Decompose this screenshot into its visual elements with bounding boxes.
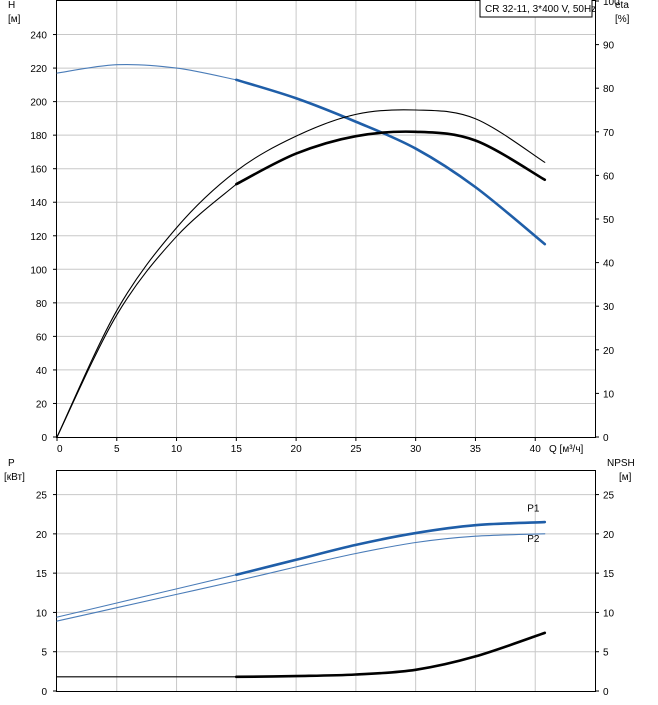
x-tick-label: 40: [530, 444, 542, 455]
right-tick-label: 60: [603, 171, 615, 182]
left-tick-label: 0: [41, 687, 47, 698]
left-tick-label: 140: [30, 198, 47, 209]
series-line-left-thin: [56, 63, 237, 81]
right-tick-label: 50: [603, 215, 615, 226]
eta-axis-label: eta: [615, 0, 629, 11]
left-tick-label: 180: [30, 131, 47, 142]
x-tick-label: 35: [470, 444, 482, 455]
left-tick-label: 100: [30, 265, 47, 276]
left-tick-label: 20: [36, 530, 48, 541]
eta-axis-unit: [%]: [615, 14, 630, 25]
head-axis-label: H: [8, 0, 15, 11]
right-tick-label: 20: [603, 346, 615, 357]
power-axis-label: P: [8, 458, 15, 469]
left-tick-label: 10: [36, 608, 48, 619]
series-line-p2-left-thin: [56, 533, 546, 622]
left-tick-label: 200: [30, 98, 47, 109]
power-axis-unit: [кВт]: [4, 472, 25, 483]
series-line-right-thick: [235, 631, 547, 679]
bottom-grid: [57, 471, 595, 691]
series-label-p2: P2: [527, 534, 540, 545]
right-tick-label: 10: [603, 389, 615, 400]
head-axis-unit: [м]: [8, 14, 21, 25]
x-tick-label: 15: [231, 444, 243, 455]
left-tick-label: 160: [30, 165, 47, 176]
x-tick-label: 30: [410, 444, 422, 455]
left-tick-label: 5: [41, 648, 47, 659]
npsh-axis-unit: [м]: [619, 472, 632, 483]
x-tick-label: 20: [291, 444, 303, 455]
npsh-axis-label: NPSH: [607, 458, 635, 469]
top-series-group: [56, 63, 547, 438]
bottom-left-axis-ticks: 0 5 10 15 20 25: [36, 491, 57, 698]
series-label-p1: P1: [527, 503, 540, 514]
right-tick-label: 0: [603, 687, 609, 698]
left-tick-label: 60: [36, 332, 48, 343]
bottom-right-axis-ticks: 0 5 10 15 20 25: [595, 491, 615, 698]
right-tick-label: 10: [603, 608, 615, 619]
right-tick-label: 20: [603, 530, 615, 541]
pump-label: CR 32-11, 3*400 V, 50Hz: [485, 4, 596, 15]
right-tick-label: 30: [603, 302, 615, 313]
left-tick-label: 15: [36, 569, 48, 580]
x-tick-label: 0: [57, 444, 63, 455]
x-tick-label: 25: [350, 444, 362, 455]
left-tick-label: 220: [30, 64, 47, 75]
x-axis-label: Q [м³/ч]: [549, 444, 584, 455]
left-tick-label: 25: [36, 491, 48, 502]
right-tick-label: 15: [603, 569, 615, 580]
left-tick-label: 80: [36, 299, 48, 310]
right-tick-label: 80: [603, 84, 615, 95]
left-tick-label: 40: [36, 366, 48, 377]
bottom-series-labels: P1 P2: [527, 503, 540, 545]
pump-label-box: [479, 0, 593, 18]
series-line-right-thick: [235, 130, 547, 186]
top-right-axis-ticks: 0 10 20 30 40 50 60 70 80 90 100: [595, 0, 620, 444]
bottom-plot-frame: [56, 470, 596, 692]
right-tick-label: 70: [603, 128, 615, 139]
bottom-series-group: [56, 520, 547, 679]
series-line-p1-left-thin: [56, 574, 237, 618]
left-tick-label: 240: [30, 31, 47, 42]
top-left-axis-ticks: 0 20 40 60 80 100 120 140 160 180 200 220 240: [30, 31, 57, 444]
right-tick-label: 5: [603, 648, 609, 659]
top-x-axis-ticks: 0 5 10 15 20 25 30 35 40: [56, 437, 542, 455]
series-line-right-thin: [56, 183, 237, 438]
series-line-p1-left-thick: [235, 520, 547, 577]
right-tick-label: 0: [603, 433, 609, 444]
left-tick-label: 120: [30, 232, 47, 243]
right-tick-label: 100: [603, 0, 620, 8]
x-tick-label: 5: [114, 444, 120, 455]
series-line-left-thick: [235, 78, 547, 246]
left-tick-label: 0: [41, 433, 47, 444]
top-grid: [57, 1, 595, 437]
right-tick-label: 25: [603, 491, 615, 502]
left-tick-label: 20: [36, 399, 48, 410]
right-tick-label: 40: [603, 259, 615, 270]
x-tick-label: 10: [171, 444, 183, 455]
series-line-right-thin: [56, 109, 546, 438]
right-tick-label: 90: [603, 41, 615, 52]
